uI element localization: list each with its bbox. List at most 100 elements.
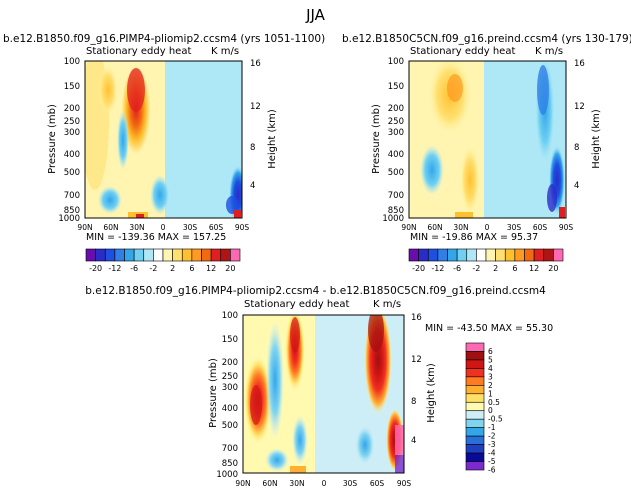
colorbar-label: -3 bbox=[488, 440, 496, 449]
x-tick-label: 0 bbox=[485, 223, 490, 232]
y2-tick-label: 16 bbox=[574, 59, 585, 69]
panel-units-label: K m/s bbox=[211, 46, 239, 57]
colorbar-swatch bbox=[418, 248, 429, 262]
y2-tick-labels: 16 12 8 4 bbox=[250, 59, 261, 191]
y2-tick-label: 4 bbox=[250, 181, 255, 191]
y-axis-label: Pressure (mb) bbox=[208, 358, 219, 428]
x-tick-label: 30N bbox=[129, 223, 144, 232]
colorbar-swatch bbox=[465, 452, 485, 462]
colorbar-swatch bbox=[143, 248, 154, 262]
y2-tick-labels: 16 12 8 4 bbox=[574, 59, 585, 191]
colorbar-swatch bbox=[476, 248, 487, 262]
colorbar-label: 2 bbox=[170, 264, 175, 273]
colorbar-swatch bbox=[514, 248, 525, 262]
y2-axis-label: Height (km) bbox=[267, 109, 278, 169]
y2-axis-label: Height (km) bbox=[426, 363, 437, 423]
plot-frame bbox=[408, 60, 567, 219]
colorbar-swatch bbox=[104, 248, 116, 262]
x-tick-labels: 90N 60N 30N 0 30S 60S 90S bbox=[235, 479, 411, 488]
panel-title: b.e12.B1850C5CN.f09_g16.preind.ccsm4 (yr… bbox=[342, 33, 631, 45]
min-max-stats: MIN = -19.86 MAX = 95.37 bbox=[410, 232, 538, 243]
y-tick-label: 850 bbox=[222, 459, 238, 469]
colorbar-swatch bbox=[153, 248, 164, 262]
colorbar-swatch bbox=[504, 248, 516, 262]
colorbar-swatch bbox=[114, 248, 125, 262]
y-tick-label: 1000 bbox=[58, 214, 80, 224]
x-tick-labels: 90N 60N 30N 0 30S 60S 90S bbox=[77, 223, 249, 232]
x-tick-labels: 90N 60N 30N 0 30S 60S 90S bbox=[401, 223, 573, 232]
y-tick-label: 700 bbox=[64, 191, 80, 201]
colorbar-label: 12 bbox=[529, 264, 539, 273]
colorbar-swatch bbox=[465, 427, 485, 437]
x-tick-label: 60S bbox=[209, 223, 224, 232]
y-tick-label: 1000 bbox=[382, 214, 404, 224]
heatmap-field bbox=[409, 61, 566, 218]
colorbar-swatch bbox=[427, 248, 439, 262]
y-tick-label: 100 bbox=[64, 57, 80, 67]
colorbar-swatch bbox=[465, 376, 485, 386]
y2-tick-label: 12 bbox=[574, 102, 585, 112]
colorbar-swatch bbox=[485, 248, 496, 262]
colorbar-swatch bbox=[524, 248, 535, 262]
colorbar-swatch bbox=[465, 435, 485, 445]
y-tick-label: 150 bbox=[64, 82, 80, 92]
colorbar-label: 4 bbox=[488, 364, 493, 373]
colorbar-swatch bbox=[220, 248, 231, 262]
y-tick-label: 250 bbox=[388, 117, 404, 127]
figure-title: JJA bbox=[305, 6, 326, 24]
x-tick-label: 90S bbox=[397, 479, 412, 488]
y2-tick-label: 12 bbox=[411, 355, 422, 365]
heatmap-field bbox=[85, 61, 242, 218]
colorbar-label: -20 bbox=[89, 264, 102, 273]
colorbar-label: 0.5 bbox=[488, 398, 500, 407]
x-tick-label: 90S bbox=[235, 223, 250, 232]
y-tick-label: 100 bbox=[388, 57, 404, 67]
colorbar-swatch bbox=[181, 248, 193, 262]
colorbar-label: 6 bbox=[512, 264, 517, 273]
colorbar-swatch bbox=[201, 248, 212, 262]
colorbar-swatch bbox=[466, 248, 477, 262]
colorbar-swatch bbox=[95, 248, 106, 262]
colorbar-swatch bbox=[124, 248, 135, 262]
y-tick-labels: 100 150 200 250 300 400 500 700 850 1000 bbox=[382, 57, 404, 224]
panel-left-label: Stationary eddy heat bbox=[86, 46, 191, 57]
y-tick-label: 700 bbox=[388, 191, 404, 201]
x-tick-label: 90S bbox=[559, 223, 574, 232]
colorbar-swatch bbox=[408, 248, 419, 262]
colorbar-label: 2 bbox=[488, 381, 493, 390]
colorbar-swatch bbox=[465, 385, 485, 395]
y2-tick-label: 4 bbox=[574, 181, 579, 191]
y-tick-label: 850 bbox=[388, 206, 404, 216]
panel-units-label: K m/s bbox=[535, 46, 563, 57]
y-tick-label: 150 bbox=[222, 335, 238, 345]
y2-tick-label: 12 bbox=[250, 102, 261, 112]
colorbar-label: 2 bbox=[493, 264, 498, 273]
y2-axis-label: Height (km) bbox=[591, 109, 602, 169]
colorbar-swatch bbox=[465, 368, 485, 378]
colorbar: -20 -12 -6 -2 2 6 12 20 bbox=[408, 248, 564, 273]
heatmap-field bbox=[243, 315, 404, 473]
colorbar-swatch bbox=[133, 248, 145, 262]
colorbar-swatch bbox=[447, 248, 458, 262]
y-tick-label: 300 bbox=[388, 128, 404, 138]
panel-title: b.e12.B1850.f09_g16.PIMP4-pliomip2.ccsm4… bbox=[3, 33, 325, 45]
plot-frame bbox=[242, 314, 405, 474]
colorbar-label: -6 bbox=[130, 264, 138, 273]
colorbar-label: 0 bbox=[488, 406, 493, 415]
panel-top-right: b.e12.B1850C5CN.f09_g16.preind.ccsm4 (yr… bbox=[342, 33, 631, 273]
colorbar-swatch bbox=[543, 248, 554, 262]
colorbar: -20 -12 -6 -2 2 6 12 20 bbox=[85, 248, 241, 273]
colorbar-label: -1 bbox=[488, 423, 496, 432]
y-tick-label: 100 bbox=[222, 311, 238, 321]
x-tick-label: 60N bbox=[103, 223, 118, 232]
min-max-stats: MIN = -43.50 MAX = 55.30 bbox=[425, 323, 553, 334]
colorbar-label: -12 bbox=[431, 264, 444, 273]
colorbar-label: -4 bbox=[488, 449, 496, 458]
colorbar-swatch bbox=[230, 248, 241, 262]
colorbar-label: -20 bbox=[412, 264, 425, 273]
colorbar-swatch bbox=[495, 248, 506, 262]
colorbar-swatch bbox=[172, 248, 183, 262]
y2-tick-label: 8 bbox=[574, 143, 579, 153]
